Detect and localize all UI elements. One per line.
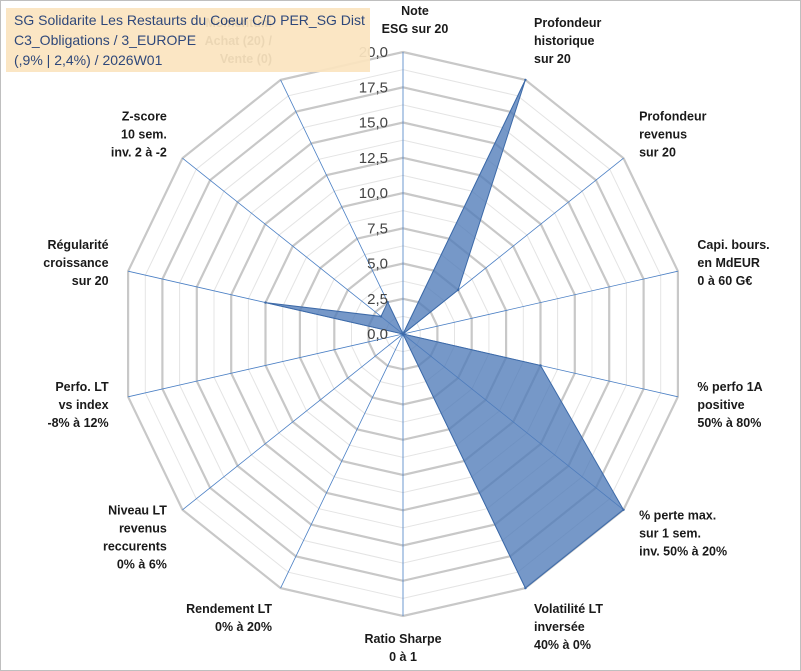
axis-label-line: Profondeur bbox=[534, 16, 601, 30]
axis-label-line: Volatilité LT bbox=[534, 602, 603, 616]
axis-label-0: Note ESG sur 20 bbox=[382, 4, 449, 36]
axis-label-12: Z-score 10 sem. inv. 2 à -2 bbox=[111, 110, 167, 160]
axis-label-line: Z-score bbox=[122, 110, 167, 124]
axis-label-line: % perfo 1A bbox=[697, 380, 762, 394]
axis-label-line: ESG sur 20 bbox=[382, 22, 449, 36]
axis-label-8: Rendement LT 0% à 20% bbox=[186, 602, 272, 634]
axis-label-line: inv. 2 à -2 bbox=[111, 146, 167, 160]
axis-spoke bbox=[280, 79, 404, 335]
data-point bbox=[539, 364, 542, 367]
axis-label-line: vs index bbox=[59, 398, 109, 412]
axis-label-line: Ratio Sharpe bbox=[364, 632, 441, 646]
axis-label-line: % perte max. bbox=[639, 509, 716, 523]
axis-label-line: Capi. bours. bbox=[697, 238, 769, 252]
axis-spoke bbox=[182, 157, 404, 335]
axis-label-line: 50% à 80% bbox=[697, 416, 761, 430]
axis-label-line: sur 1 sem. bbox=[639, 527, 701, 541]
axis-spoke bbox=[280, 333, 404, 589]
axis-label-line: Perfo. LT bbox=[55, 380, 109, 394]
axis-label-7: Ratio Sharpe 0 à 1 bbox=[364, 632, 441, 664]
tick-label: 5,0 bbox=[367, 256, 388, 273]
axis-label-line: reccurents bbox=[103, 539, 167, 553]
tick-label: 17,5 bbox=[359, 79, 388, 96]
axis-label-line: Rendement LT bbox=[186, 602, 272, 616]
tick-label: 0,0 bbox=[367, 326, 388, 343]
axis-label-1: Profondeur historique sur 20 bbox=[534, 16, 601, 66]
data-point bbox=[622, 508, 625, 511]
tick-layer: 0,02,55,07,510,012,515,017,520,0 bbox=[359, 44, 388, 343]
series-layer bbox=[264, 78, 625, 590]
axis-label-layer: Note ESG sur 20 Profondeur historique sur 20… bbox=[43, 4, 769, 664]
axis-label-line: Niveau LT bbox=[108, 503, 167, 517]
data-point bbox=[456, 288, 460, 292]
axis-label-line: 10 sem. bbox=[121, 128, 167, 142]
axis-spoke bbox=[182, 333, 404, 511]
axis-label-10: Perfo. LT vs index -8% à 12% bbox=[47, 380, 109, 430]
tick-label: 2,5 bbox=[367, 291, 388, 308]
axis-label-line: inversée bbox=[534, 620, 585, 634]
axis-label-line: positive bbox=[697, 398, 744, 412]
axis-label-9: Niveau LT revenus reccurents 0% à 6% bbox=[103, 503, 167, 571]
series-area bbox=[265, 79, 625, 589]
axis-spoke bbox=[128, 333, 404, 398]
title-line-2: C3_Obligations / 3_EUROPE bbox=[14, 32, 197, 48]
data-point bbox=[264, 301, 267, 304]
tick-label: 7,5 bbox=[367, 220, 388, 237]
axis-label-line: 40% à 0% bbox=[534, 638, 591, 652]
axis-label-line: revenus bbox=[119, 521, 167, 535]
axis-label-line: 0 à 60 G€ bbox=[697, 274, 752, 288]
axis-label-line: Note bbox=[401, 4, 429, 18]
grid-layer bbox=[127, 50, 680, 618]
data-point bbox=[524, 586, 527, 590]
axis-label-3: Capi. bours. en MdEUR 0 à 60 G€ bbox=[697, 238, 769, 288]
data-point bbox=[379, 315, 383, 318]
tick-label: 12,5 bbox=[359, 150, 388, 167]
title-line-1: SG Solidarite Les Restaurts du Coeur C/D… bbox=[14, 12, 365, 28]
axis-label-line: 0 à 1 bbox=[389, 650, 417, 664]
axis-label-2: Profondeur revenus sur 20 bbox=[639, 110, 706, 160]
axis-spoke bbox=[402, 270, 678, 335]
title-line-3: (,9% | 2,4%) / 2026W01 bbox=[14, 52, 163, 68]
axis-label-line: sur 20 bbox=[72, 274, 109, 288]
data-point bbox=[524, 78, 527, 82]
axis-label-line: 0% à 6% bbox=[117, 557, 167, 571]
axis-label-line: en MdEUR bbox=[697, 256, 760, 270]
tick-label: 15,0 bbox=[359, 115, 388, 132]
axis-label-4: % perfo 1A positive 50% à 80% bbox=[697, 380, 762, 430]
axis-label-line: -8% à 12% bbox=[47, 416, 108, 430]
axis-label-line: sur 20 bbox=[639, 146, 676, 160]
axis-label-line: croissance bbox=[43, 256, 108, 270]
axis-label-5: % perte max. sur 1 sem. inv. 50% à 20% bbox=[639, 509, 727, 559]
axis-label-6: Volatilité LT inversée 40% à 0% bbox=[534, 602, 603, 652]
axis-label-line: Régularité bbox=[47, 238, 108, 252]
axis-label-11: Régularité croissance sur 20 bbox=[43, 238, 108, 288]
chart-title: SG Solidarite Les Restaurts du Coeur C/D… bbox=[6, 8, 370, 72]
axis-label-line: Profondeur bbox=[639, 110, 706, 124]
data-point bbox=[401, 332, 405, 336]
axis-label-line: inv. 50% à 20% bbox=[639, 545, 727, 559]
data-point bbox=[386, 301, 389, 304]
tick-label: 10,0 bbox=[359, 185, 388, 202]
axis-label-line: 0% à 20% bbox=[215, 620, 272, 634]
axis-label-line: historique bbox=[534, 34, 594, 48]
axis-label-line: sur 20 bbox=[534, 52, 571, 66]
axis-label-line: revenus bbox=[639, 128, 687, 142]
